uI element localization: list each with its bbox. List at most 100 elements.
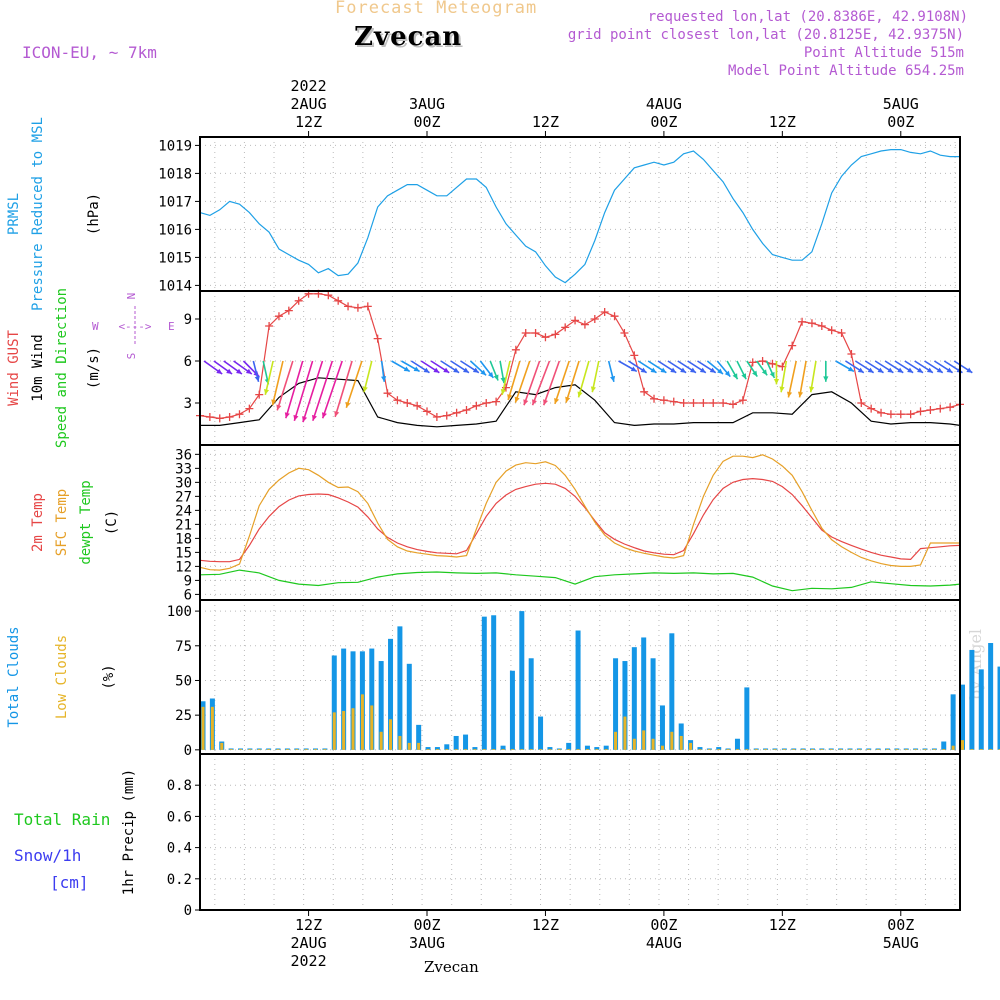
cloud-bar-total — [341, 648, 347, 750]
cloud-bar-low — [614, 731, 618, 750]
wind-arrow-head — [226, 368, 233, 374]
wind-arrow-head — [887, 367, 894, 373]
cloud-bar-total — [566, 742, 572, 750]
precip-side-label: Total Rain — [14, 810, 110, 829]
cloud-bar-low — [379, 731, 383, 750]
cloud-bar-low — [698, 749, 702, 750]
cloud-bar-low — [539, 749, 543, 750]
wind-arrow-head — [926, 367, 933, 373]
y-tick-label: 24 — [175, 503, 192, 519]
wind-arrow-head — [630, 366, 637, 372]
wind-arrow — [501, 360, 511, 395]
y-tick-label: 25 — [175, 708, 192, 724]
wind-arrow — [514, 360, 531, 403]
wind-arrow-head — [699, 367, 706, 373]
wind-arrow-head — [443, 367, 450, 373]
cloud-bar-low — [979, 749, 983, 750]
time-label-top: 12Z — [532, 113, 559, 131]
wind-arrow-head — [254, 375, 260, 382]
cloud-bar-total — [960, 684, 966, 750]
cloud-bar-low — [670, 731, 674, 750]
cloud-bar-low — [201, 706, 205, 750]
wind-arrow-head — [724, 370, 731, 377]
time-label-bottom: 3AUG — [409, 934, 445, 952]
wind-arrow-head — [263, 388, 270, 395]
cloud-bar-low — [857, 749, 861, 750]
wind-arrow-head — [462, 367, 469, 373]
wind-arrow — [321, 360, 343, 419]
cloud-bar-low — [773, 749, 777, 750]
y-tick-label: 1017 — [158, 194, 192, 210]
cloud-bar-low — [792, 749, 796, 750]
wind-arrow-head — [381, 376, 387, 382]
cloud-bar-total — [472, 747, 478, 750]
gust-marker — [906, 410, 915, 419]
y-axis-label: (m/s) — [86, 347, 102, 389]
series-line-wind10m — [200, 377, 961, 428]
y-tick-label: 0.6 — [167, 809, 192, 825]
wind-arrow-head — [946, 367, 953, 373]
wind-arrow-head — [680, 367, 687, 373]
cloud-bar-low — [417, 742, 421, 750]
cloud-bar-total — [509, 670, 515, 750]
gust-marker — [620, 329, 629, 337]
cloud-bar-low — [660, 745, 664, 750]
y-tick-label: 6 — [184, 354, 192, 370]
cloud-bar-total — [388, 638, 394, 750]
gust-marker — [324, 291, 333, 300]
wind-arrow-head — [847, 366, 854, 372]
gust-marker — [363, 302, 372, 311]
time-label-top: 3AUG — [409, 95, 445, 113]
wind-arrow-head — [500, 388, 506, 395]
y-tick-label: 6 — [184, 587, 192, 603]
cloud-bar-low — [810, 749, 814, 750]
wind-arrow-head — [690, 367, 696, 373]
cloud-bar-low — [885, 749, 889, 750]
wind-arrow-head — [741, 373, 747, 380]
cloud-bar-low — [585, 749, 589, 750]
y-axis-label: 1hr Precip (mm) — [121, 769, 137, 895]
precip-side-label: Snow/1h — [14, 846, 81, 865]
cloud-bar-total — [941, 741, 947, 750]
wind-arrow-head — [302, 416, 308, 423]
gust-marker — [571, 316, 580, 325]
wind-arrow — [334, 360, 353, 418]
gust-marker — [383, 389, 392, 398]
wind-arrow-head — [293, 414, 299, 421]
wind-arrow-head — [610, 375, 616, 382]
cloud-bar-low — [239, 749, 243, 750]
cloud-bar-low — [820, 749, 824, 750]
panel-wind — [195, 289, 973, 446]
cloud-bar-low — [876, 749, 880, 750]
cloud-bar-low — [370, 705, 374, 750]
y-axis-label: SFC Temp — [54, 489, 70, 556]
gust-marker — [709, 399, 718, 407]
cloud-bar-low — [754, 749, 758, 750]
cloud-bar-low — [492, 749, 496, 750]
gust-marker — [788, 341, 797, 350]
y-axis-label: (%) — [101, 664, 117, 689]
cloud-bar-low — [717, 749, 721, 750]
y-axis-label: 2m Temp — [30, 493, 46, 552]
gust-marker — [867, 404, 876, 413]
y-tick-label: 15 — [175, 545, 192, 561]
wind-arrow — [264, 360, 274, 395]
y-tick-label: 12 — [175, 559, 192, 575]
gust-marker — [561, 323, 570, 332]
cloud-bar-total — [331, 655, 337, 750]
gust-marker — [679, 399, 688, 407]
wind-arrow-head — [245, 368, 252, 374]
wind-arrow-head — [500, 377, 506, 384]
wind-arrow-head — [936, 367, 943, 373]
cloud-bar-total — [584, 745, 590, 750]
cloud-bar-total — [659, 705, 665, 750]
cloud-bar-total — [575, 630, 581, 750]
y-tick-label: 21 — [175, 517, 192, 533]
gust-marker — [245, 404, 254, 413]
gust-marker — [482, 399, 491, 407]
gust-marker — [916, 407, 925, 416]
wind-arrow-head — [236, 368, 242, 374]
wind-arrow — [507, 360, 521, 401]
panel-pressure — [195, 136, 961, 292]
